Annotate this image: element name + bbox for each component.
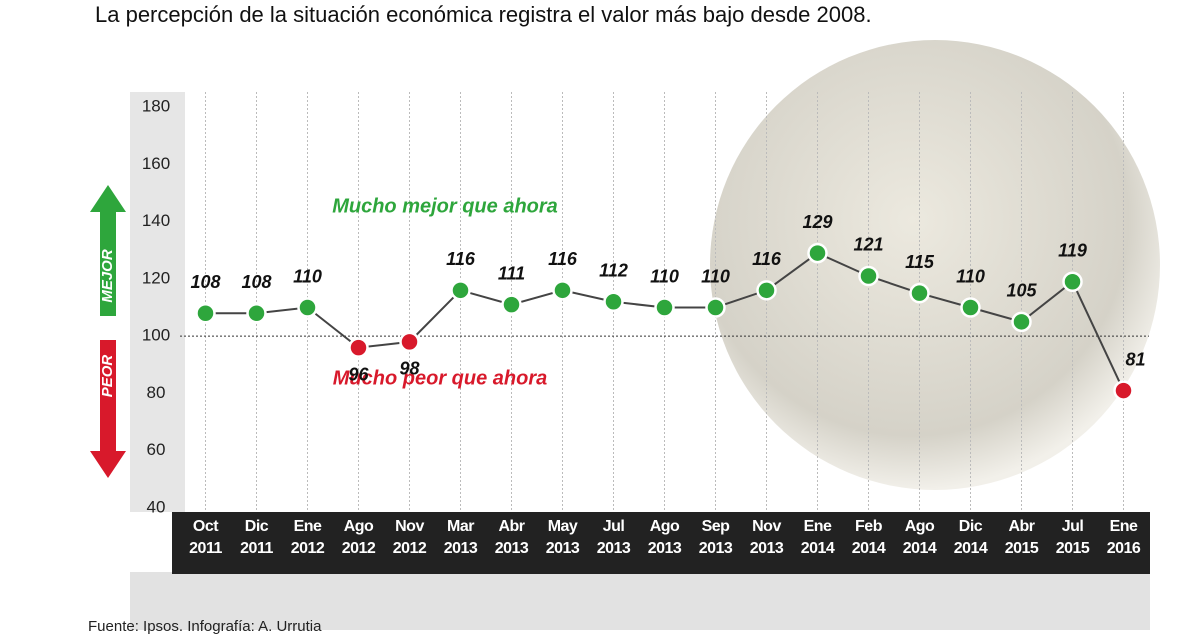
x-tick-label: Oct 2011 — [189, 518, 222, 557]
point — [297, 297, 318, 318]
value-label: 112 — [599, 261, 628, 281]
value-label: 110 — [293, 266, 322, 286]
arrow-up — [90, 185, 126, 316]
point — [1062, 271, 1083, 292]
x-tick-label: Abr 2015 — [1004, 518, 1039, 557]
point — [399, 331, 420, 353]
x-tick-label: Dic 2011 — [240, 518, 273, 557]
point — [552, 280, 573, 301]
source: Fuente: Ipsos. Infografía: A. Urrutia — [88, 618, 322, 635]
point — [705, 297, 726, 318]
x-tick-label: Jul 2013 — [596, 518, 631, 557]
arrow-label: PEOR — [99, 355, 116, 398]
y-tick-label: 120 — [142, 268, 170, 287]
y-tick-label: 140 — [142, 211, 170, 230]
x-tick-label: Dic 2014 — [953, 518, 988, 557]
point — [1011, 311, 1032, 333]
point — [501, 294, 522, 315]
point — [348, 337, 369, 358]
value-label: 111 — [498, 263, 525, 283]
value-label: 129 — [802, 212, 832, 232]
annotation: Mucho mejor que ahora — [332, 196, 558, 218]
y-tick-label: 180 — [142, 96, 170, 115]
x-tick-label: Ene 2012 — [290, 518, 325, 557]
x-tick-label: Ago 2014 — [902, 518, 937, 557]
y-tick-label: 60 — [147, 440, 166, 459]
annotation: Mucho peor que ahora — [333, 367, 547, 389]
axis-band — [130, 92, 185, 512]
x-tick-label: Sep 2013 — [698, 518, 733, 557]
y-tick-label: 40 — [147, 497, 166, 516]
chart-title: La percepción de la situación económica … — [95, 2, 872, 27]
arrow-label: MEJOR — [99, 249, 116, 303]
x-tick-label: Ene 2016 — [1106, 518, 1141, 557]
point — [960, 297, 981, 318]
point — [450, 280, 471, 301]
x-tick-label: Nov 2012 — [392, 518, 427, 557]
x-tick-label: Jul 2015 — [1055, 518, 1090, 557]
value-label: 96 — [348, 364, 369, 384]
value-label: 108 — [190, 272, 220, 292]
x-tick-label: Ago 2012 — [341, 518, 376, 557]
value-label: 105 — [1006, 281, 1037, 301]
point — [195, 302, 216, 324]
x-tick-label: Ago 2013 — [647, 518, 682, 557]
value-label: 110 — [701, 266, 730, 286]
category-band — [172, 512, 1150, 574]
footer-band — [130, 572, 1150, 630]
value-label: 110 — [956, 266, 985, 286]
value-label: 116 — [752, 249, 782, 269]
value-label: 119 — [1058, 240, 1087, 260]
point — [1113, 380, 1134, 401]
value-label: 108 — [241, 272, 271, 292]
point — [909, 282, 930, 304]
x-tick-label: Feb 2014 — [851, 518, 886, 557]
arrow-down — [90, 340, 126, 478]
y-tick-label: 80 — [147, 383, 166, 402]
y-tick-label: 100 — [142, 326, 170, 345]
money-ball — [710, 40, 1160, 490]
x-tick-label: Nov 2013 — [749, 518, 784, 557]
value-label: 81 — [1125, 349, 1145, 369]
value-label: 110 — [650, 266, 679, 286]
value-label: 116 — [446, 249, 476, 269]
x-tick-label: Abr 2013 — [494, 518, 529, 557]
point — [858, 265, 879, 287]
x-tick-label: Ene 2014 — [800, 518, 835, 557]
x-tick-label: May 2013 — [545, 518, 580, 557]
value-label: 121 — [853, 235, 883, 255]
value-label: 116 — [548, 249, 578, 269]
point — [654, 297, 675, 318]
point — [246, 302, 267, 324]
point — [807, 242, 828, 264]
y-tick-label: 160 — [142, 154, 170, 173]
value-label: 115 — [905, 252, 935, 272]
point — [603, 291, 624, 313]
point — [756, 280, 777, 301]
x-tick-label: Mar 2013 — [443, 518, 478, 557]
value-label: 98 — [399, 359, 419, 379]
